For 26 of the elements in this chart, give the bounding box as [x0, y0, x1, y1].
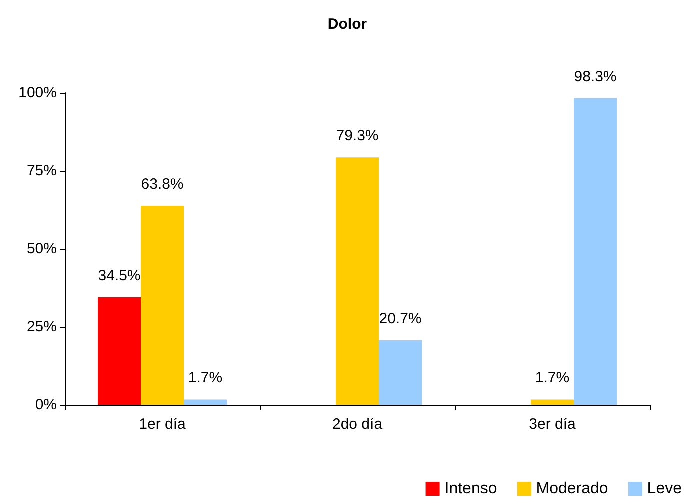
legend-label: Intenso	[444, 480, 498, 498]
legend-label: Leve	[647, 480, 682, 498]
bar	[379, 340, 422, 405]
bar	[336, 158, 379, 405]
bar	[98, 297, 141, 405]
data-label: 98.3%	[574, 68, 617, 86]
data-label: 20.7%	[379, 310, 422, 328]
bar	[574, 98, 617, 405]
x-tick-label: 1er día	[139, 416, 187, 433]
x-tick-label: 3er día	[529, 416, 577, 433]
x-tick-label: 2do día	[332, 416, 384, 433]
y-tick-label: 75%	[26, 162, 57, 180]
y-tick-label: 100%	[18, 84, 57, 102]
data-label: 1.7%	[188, 370, 223, 387]
chart-title: Dolor	[328, 16, 368, 33]
data-label: 34.5%	[98, 267, 141, 284]
data-label: 79.3%	[336, 128, 379, 145]
y-tick-label: 0%	[35, 396, 57, 414]
y-tick-label: 25%	[26, 318, 57, 336]
data-label: 63.8%	[141, 176, 184, 193]
legend-label: Moderado	[536, 480, 608, 498]
bar	[141, 206, 184, 405]
data-label: 1.7%	[535, 370, 570, 387]
bar	[531, 400, 574, 405]
bar	[184, 400, 227, 405]
y-tick-label: 50%	[26, 240, 57, 258]
